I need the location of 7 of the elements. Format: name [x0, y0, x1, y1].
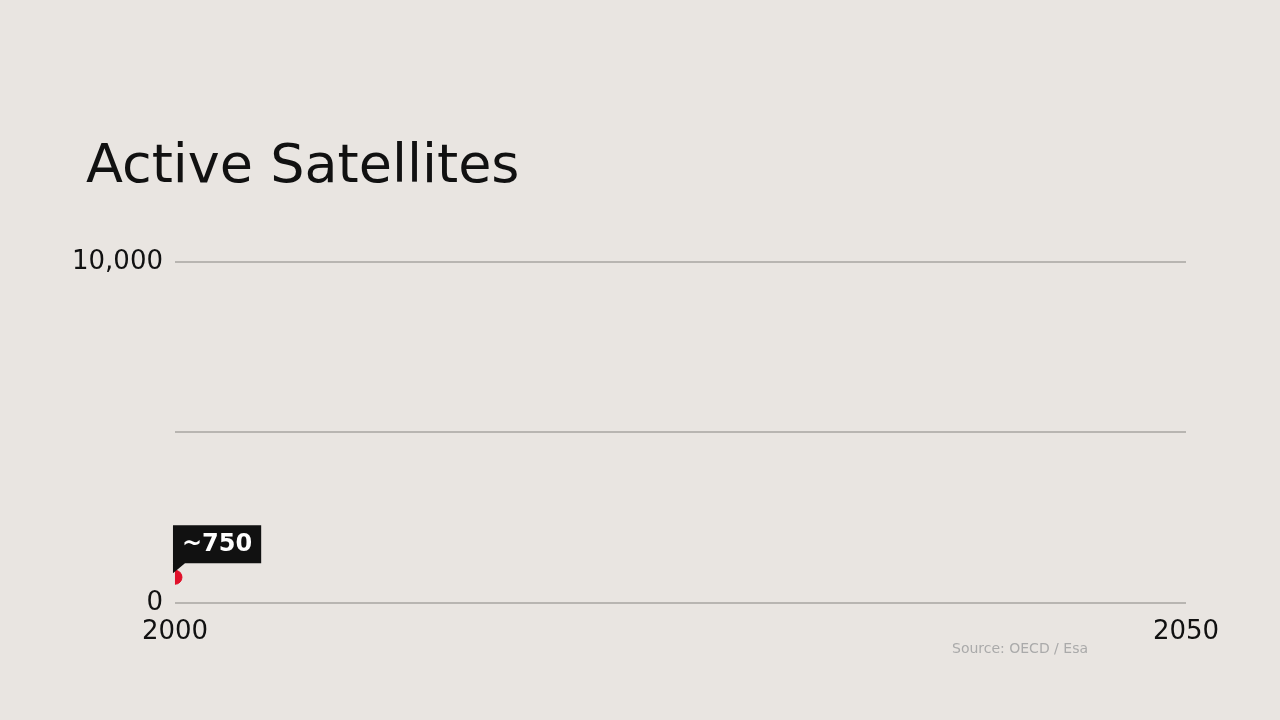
chart-title: Active Satellites	[86, 132, 520, 195]
y-tick-label: 10,000	[71, 244, 163, 275]
x-tick-label: 2000	[141, 615, 209, 646]
source-note: Source: OECD / Esa	[952, 640, 1089, 656]
x-tick-label: 2050	[1152, 615, 1220, 646]
data-label: ~750	[181, 529, 253, 558]
y-tick-label: 0	[146, 585, 163, 616]
